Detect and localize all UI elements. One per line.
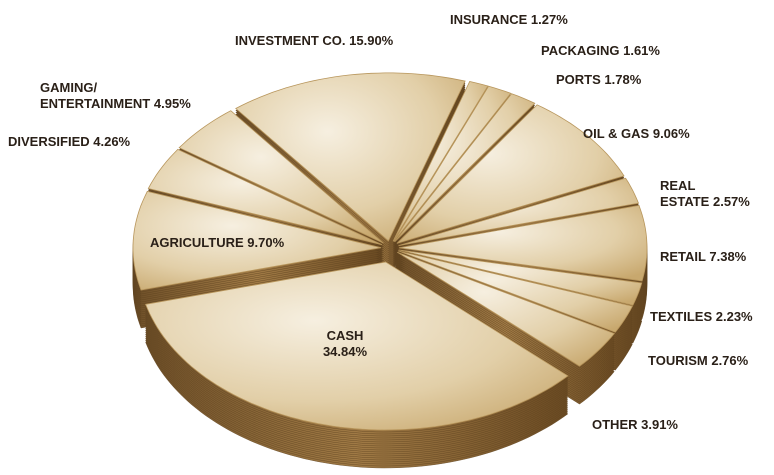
category-label: GAMING/ ENTERTAINMENT <box>40 80 151 111</box>
category-label: DIVERSIFIED <box>8 134 90 149</box>
slice <box>398 250 633 333</box>
category-label: OIL & GAS <box>583 126 650 141</box>
slice <box>398 177 640 247</box>
category-label: PORTS <box>556 72 601 87</box>
value-label: 2.57% <box>712 194 750 209</box>
category-label: TOURISM <box>648 353 708 368</box>
slice-label: GAMING/ ENTERTAINMENT 4.95% <box>40 80 191 112</box>
slice-label: PACKAGING 1.61% <box>541 43 660 59</box>
category-label: PACKAGING <box>541 43 620 58</box>
value-label: 15.90% <box>349 33 394 48</box>
slice-label: DIVERSIFIED 4.26% <box>8 134 130 150</box>
category-label: INSURANCE <box>450 12 528 27</box>
slice-label: INSURANCE 1.27% <box>450 12 568 28</box>
slice-label: INVESTMENT CO. 15.90% <box>235 33 393 49</box>
slice-label: TEXTILES 2.23% <box>650 309 753 325</box>
value-label: 3.91% <box>641 417 678 432</box>
slice <box>392 81 489 242</box>
category-label: RETAIL <box>660 249 706 264</box>
value-label: 4.95% <box>153 96 191 111</box>
category-label: OTHER <box>592 417 638 432</box>
category-label: AGRICULTURE <box>150 235 244 250</box>
value-label: 34.84% <box>322 344 368 359</box>
slice <box>147 148 383 246</box>
slice-label: OIL & GAS 9.06% <box>583 126 690 142</box>
slice <box>398 249 643 306</box>
slice-label: TOURISM 2.76% <box>648 353 748 369</box>
category-label: TEXTILES <box>650 309 713 324</box>
value-label: 1.61% <box>623 43 660 58</box>
slice-label: CASH 34.84% <box>312 328 378 360</box>
value-label: 2.23% <box>715 309 753 324</box>
slice-label: RETAIL 7.38% <box>660 249 746 265</box>
value-label: 2.76% <box>711 353 749 368</box>
slice <box>178 110 384 244</box>
slice-label: OTHER 3.91% <box>592 417 678 433</box>
category-label: CASH <box>326 328 364 343</box>
value-label: 7.38% <box>709 249 747 264</box>
value-label: 4.26% <box>93 134 131 149</box>
slice <box>235 72 466 242</box>
slice <box>398 204 648 282</box>
slice <box>132 190 382 291</box>
slice <box>394 93 536 243</box>
slice-label: REAL ESTATE 2.57% <box>660 178 750 210</box>
slice <box>393 85 512 242</box>
value-label: 9.70% <box>247 235 285 250</box>
slice <box>396 104 625 244</box>
slice <box>397 251 615 367</box>
category-label: INVESTMENT CO. <box>235 33 346 48</box>
category-label: REAL ESTATE <box>660 178 710 209</box>
slice <box>145 261 569 431</box>
value-label: 9.06% <box>652 126 690 141</box>
slice-label: AGRICULTURE 9.70% <box>150 235 284 251</box>
value-label: 1.78% <box>604 72 642 87</box>
slice-label: PORTS 1.78% <box>556 72 641 88</box>
value-label: 1.27% <box>530 12 568 27</box>
